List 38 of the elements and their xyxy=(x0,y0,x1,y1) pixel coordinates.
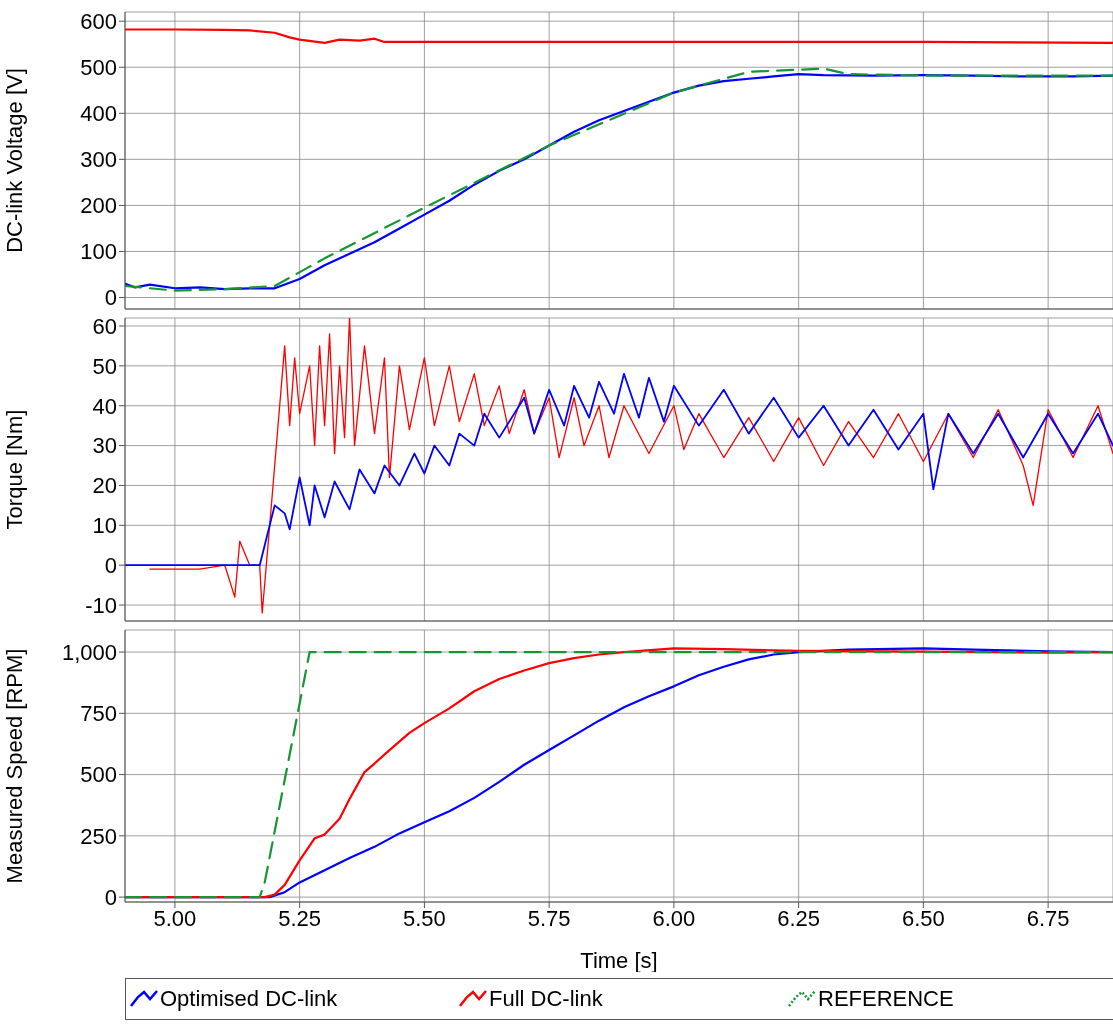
y-axis-title: DC-link Voltage [V] xyxy=(1,68,27,253)
x-tick-label: 5.00 xyxy=(153,905,197,931)
y-tick-label: 600 xyxy=(80,9,117,35)
line-series xyxy=(125,372,1113,567)
legend-label: Full DC-link xyxy=(489,986,603,1012)
y-tick-label: 30 xyxy=(92,433,117,459)
y-tick-label: 0 xyxy=(104,884,117,910)
x-tick-label: 6.25 xyxy=(777,905,821,931)
y-tick-label: 20 xyxy=(92,473,117,499)
x-tick-label: 5.75 xyxy=(527,905,571,931)
y-tick-label: 250 xyxy=(80,823,117,849)
x-tick-label: 5.50 xyxy=(402,905,446,931)
x-tick-label: 5.25 xyxy=(278,905,322,931)
x-tick-label: 6.00 xyxy=(652,905,696,931)
y-tick-label: 200 xyxy=(80,193,117,219)
y-tick-label: 500 xyxy=(80,762,117,788)
y-tick-label: 1,000 xyxy=(61,639,117,665)
y-tick-label: 500 xyxy=(80,55,117,81)
y-tick-label: 40 xyxy=(92,393,117,419)
x-tick-label: 6.50 xyxy=(901,905,945,931)
y-tick-label: 0 xyxy=(104,552,117,578)
y-tick-label: 10 xyxy=(92,513,117,539)
x-axis-title: Time [s] xyxy=(580,948,658,973)
y-tick-label: 400 xyxy=(80,101,117,127)
y-tick-label: 0 xyxy=(104,285,117,311)
y-axis-title: Torque [Nm] xyxy=(1,409,27,530)
legend-label: REFERENCE xyxy=(818,986,954,1012)
legend-label: Optimised DC-link xyxy=(160,986,338,1012)
y-tick-label: -10 xyxy=(85,592,117,618)
line-series xyxy=(149,318,1113,614)
y-tick-label: 750 xyxy=(80,701,117,727)
y-tick-label: 60 xyxy=(92,313,117,339)
y-tick-label: 300 xyxy=(80,147,117,173)
y-tick-label: 100 xyxy=(80,239,117,265)
y-axis-title: Measured Speed [RPM] xyxy=(1,648,27,884)
y-tick-label: 50 xyxy=(92,353,117,379)
x-tick-label: 6.75 xyxy=(1026,905,1070,931)
line-series xyxy=(125,28,1113,44)
